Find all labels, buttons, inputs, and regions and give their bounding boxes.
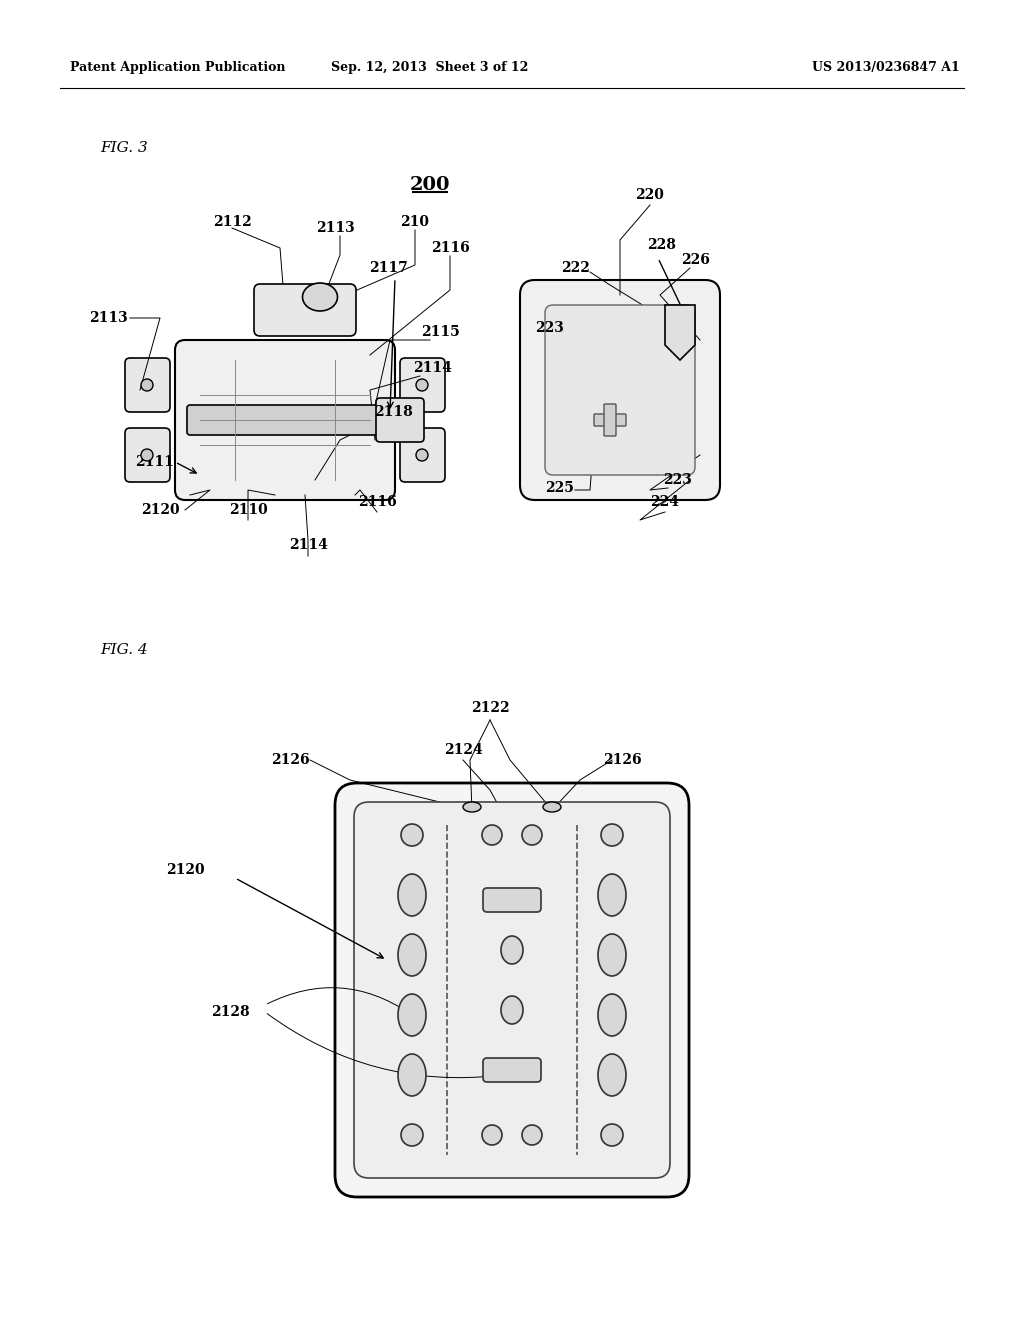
FancyBboxPatch shape (400, 358, 445, 412)
Text: 2118: 2118 (374, 405, 413, 418)
Ellipse shape (522, 825, 542, 845)
FancyBboxPatch shape (335, 783, 689, 1197)
Ellipse shape (501, 936, 523, 964)
Circle shape (416, 379, 428, 391)
Text: 200: 200 (410, 176, 451, 194)
FancyBboxPatch shape (254, 284, 356, 337)
Text: 2116: 2116 (431, 242, 469, 255)
Ellipse shape (401, 1125, 423, 1146)
Text: 2112: 2112 (213, 215, 251, 228)
Text: 2113: 2113 (89, 312, 127, 325)
Circle shape (141, 379, 153, 391)
Circle shape (141, 449, 153, 461)
Ellipse shape (598, 994, 626, 1036)
Ellipse shape (482, 825, 502, 845)
FancyBboxPatch shape (400, 428, 445, 482)
Text: 223: 223 (664, 473, 692, 487)
Text: 224: 224 (650, 495, 680, 510)
FancyBboxPatch shape (187, 405, 383, 436)
Text: FIG. 3: FIG. 3 (100, 141, 147, 154)
Text: 2124: 2124 (443, 743, 482, 756)
Ellipse shape (601, 1125, 623, 1146)
FancyBboxPatch shape (125, 358, 170, 412)
FancyBboxPatch shape (483, 1059, 541, 1082)
FancyBboxPatch shape (520, 280, 720, 500)
Ellipse shape (598, 1053, 626, 1096)
Ellipse shape (598, 874, 626, 916)
Ellipse shape (522, 1125, 542, 1144)
Text: 2117: 2117 (369, 261, 408, 275)
Text: 2113: 2113 (315, 220, 354, 235)
FancyBboxPatch shape (594, 414, 626, 426)
Text: 2122: 2122 (471, 701, 509, 715)
Text: 2110: 2110 (228, 503, 267, 517)
Text: FIG. 4: FIG. 4 (100, 643, 147, 657)
Text: 220: 220 (636, 187, 665, 202)
Text: 2114: 2114 (413, 360, 452, 375)
FancyBboxPatch shape (125, 428, 170, 482)
Text: 223: 223 (536, 321, 564, 335)
Text: 2111: 2111 (135, 455, 174, 469)
Ellipse shape (398, 994, 426, 1036)
Ellipse shape (398, 1053, 426, 1096)
Ellipse shape (598, 935, 626, 975)
Text: 2120: 2120 (166, 863, 205, 876)
Text: Sep. 12, 2013  Sheet 3 of 12: Sep. 12, 2013 Sheet 3 of 12 (332, 62, 528, 74)
Text: 2120: 2120 (140, 503, 179, 517)
Ellipse shape (398, 874, 426, 916)
FancyBboxPatch shape (376, 399, 424, 442)
Ellipse shape (463, 803, 481, 812)
FancyBboxPatch shape (483, 888, 541, 912)
Ellipse shape (482, 1125, 502, 1144)
Ellipse shape (398, 935, 426, 975)
Text: Patent Application Publication: Patent Application Publication (70, 62, 286, 74)
FancyBboxPatch shape (354, 803, 670, 1177)
Text: 2116: 2116 (357, 495, 396, 510)
Text: 225: 225 (546, 480, 574, 495)
Circle shape (416, 449, 428, 461)
Polygon shape (665, 305, 695, 360)
Text: 2126: 2126 (603, 752, 641, 767)
Text: 210: 210 (400, 215, 429, 228)
Text: 2115: 2115 (421, 325, 460, 339)
Text: 2126: 2126 (270, 752, 309, 767)
Ellipse shape (501, 997, 523, 1024)
Ellipse shape (543, 803, 561, 812)
Text: 2114: 2114 (289, 539, 328, 552)
Text: 222: 222 (560, 261, 590, 275)
FancyBboxPatch shape (175, 341, 395, 500)
Text: 2128: 2128 (211, 1005, 249, 1019)
Ellipse shape (601, 824, 623, 846)
Ellipse shape (302, 282, 338, 312)
Text: US 2013/0236847 A1: US 2013/0236847 A1 (812, 62, 961, 74)
FancyBboxPatch shape (604, 404, 616, 436)
Text: 226: 226 (681, 253, 710, 267)
FancyBboxPatch shape (545, 305, 695, 475)
Text: 228: 228 (647, 238, 677, 252)
Ellipse shape (401, 824, 423, 846)
